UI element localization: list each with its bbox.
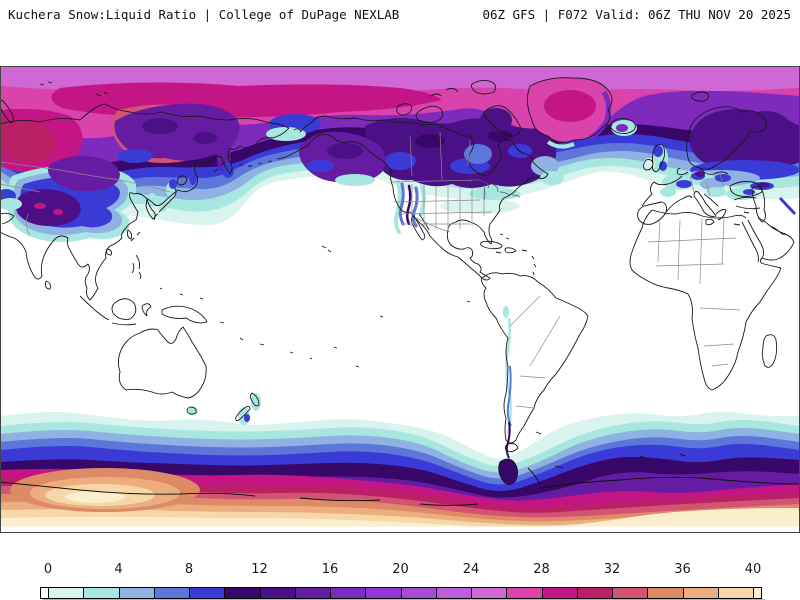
colorbar-cell bbox=[754, 588, 761, 598]
colorbar-cell bbox=[225, 588, 261, 598]
antarctic-slr-field bbox=[0, 411, 800, 533]
colorbar-tick-label: 8 bbox=[184, 562, 194, 577]
colorbar-cell bbox=[542, 588, 578, 598]
colorbar-tick-label: 24 bbox=[462, 562, 480, 577]
colorbar-cell bbox=[577, 588, 613, 598]
antarctic-slr-overlays bbox=[0, 306, 800, 533]
colorbar-cell bbox=[295, 588, 331, 598]
colorbar-cell bbox=[648, 588, 684, 598]
colorbar-cell bbox=[84, 588, 120, 598]
colorbar-tick-label: 20 bbox=[392, 562, 409, 577]
world-map-svg bbox=[0, 66, 800, 533]
colorbar-cell bbox=[154, 588, 190, 598]
colorbar-tick-label: 4 bbox=[114, 562, 123, 577]
colorbar-cell bbox=[366, 588, 402, 598]
colorbar-cell bbox=[683, 588, 719, 598]
colorbar-cell bbox=[507, 588, 543, 598]
colorbar-cell bbox=[718, 588, 754, 598]
colorbar-cell bbox=[260, 588, 296, 598]
colorbar-cell bbox=[190, 588, 226, 598]
colorbar-tick-label: 40 bbox=[744, 562, 762, 577]
colorbar-cell bbox=[472, 588, 508, 598]
antarctic-coastline bbox=[0, 453, 800, 506]
admin-borders bbox=[0, 131, 741, 409]
colorbar-tick-label: 16 bbox=[321, 562, 339, 577]
coastlines bbox=[0, 77, 795, 453]
colorbar-tick-label: 0 bbox=[43, 562, 53, 577]
model-run-valid-time: 06Z GFS | F072 Valid: 06Z THU NOV 20 202… bbox=[482, 7, 791, 22]
colorbar-cell bbox=[119, 588, 155, 598]
colorbar-tick-label: 36 bbox=[674, 562, 691, 577]
colorbar-tick-label: 12 bbox=[251, 562, 268, 577]
colorbar-tick-label: 32 bbox=[603, 562, 621, 577]
colorbar-cell bbox=[613, 588, 649, 598]
colorbar-cell bbox=[41, 588, 49, 598]
colorbar-tick-label: 28 bbox=[533, 562, 550, 577]
colorbar-cell bbox=[49, 588, 85, 598]
arctic-slr-overlays bbox=[0, 77, 800, 242]
colorbar-ticks: 0 4 8 12 16 20 24 28 32 36 40 bbox=[0, 562, 800, 582]
colorbar-cell bbox=[331, 588, 367, 598]
colorbar-cells bbox=[40, 587, 762, 599]
product-title: Kuchera Snow:Liquid Ratio | College of D… bbox=[8, 7, 400, 22]
world-map bbox=[0, 66, 800, 533]
colorbar-cell bbox=[401, 588, 437, 598]
colorbar-cell bbox=[436, 588, 472, 598]
